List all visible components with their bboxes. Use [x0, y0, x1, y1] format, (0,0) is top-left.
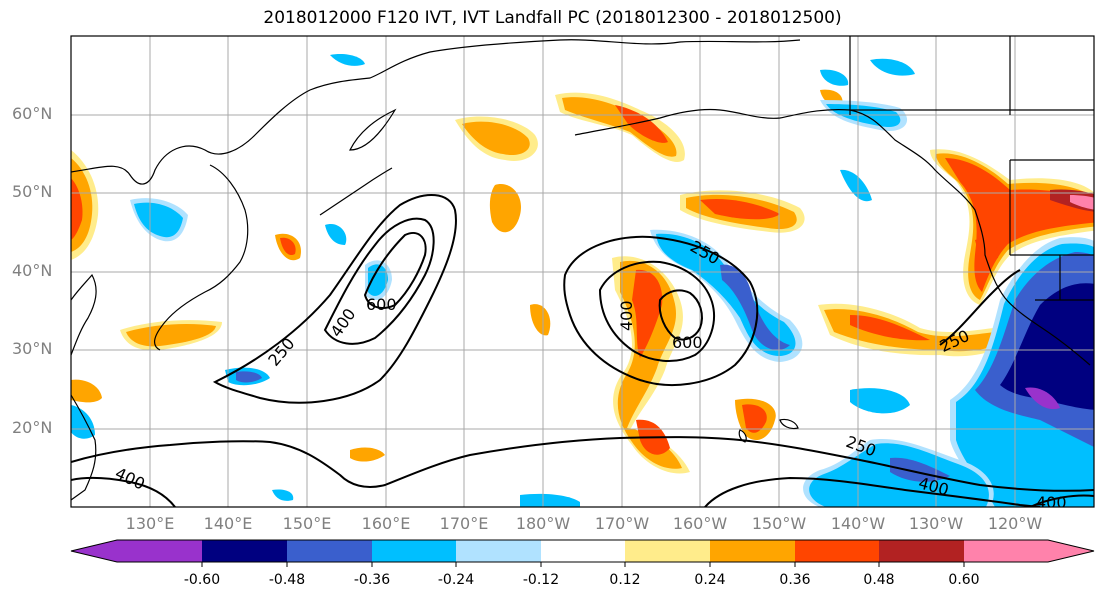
coastlines	[71, 36, 1094, 501]
colorbar-outline	[70, 539, 1095, 563]
colorbar-swatch	[202, 540, 287, 562]
contour-label: 400	[112, 464, 148, 494]
colorbar-tick-label: -0.12	[522, 572, 560, 588]
colorbar-swatch	[879, 540, 964, 562]
colorbar	[70, 539, 1095, 567]
lat-label-40n: 40°N	[12, 261, 53, 280]
contour-label: 400	[326, 305, 359, 341]
colorbar-tick-label: -0.36	[353, 572, 391, 588]
lon-label-150e: 150°E	[282, 514, 332, 533]
contour-label: 250	[264, 334, 298, 370]
colorbar-tick-label: 0.60	[948, 572, 980, 588]
colorbar-tick-label: -0.60	[183, 572, 221, 588]
ivt-contours	[71, 193, 1094, 507]
colorbar-tick-label: 0.24	[694, 572, 726, 588]
lon-label-130e: 130°E	[125, 514, 175, 533]
colorbar-swatch	[964, 540, 1094, 562]
lat-label-50n: 50°N	[12, 182, 53, 201]
map-title: 2018012000 F120 IVT, IVT Landfall PC (20…	[263, 8, 842, 28]
map-plot-area: 250 400 600 400 250 600 250 400 250 400 …	[71, 36, 1094, 512]
contour-label: 600	[366, 295, 397, 314]
colorbar-swatch	[541, 540, 625, 562]
colorbar-tick-label: -0.48	[268, 572, 306, 588]
colorbar-swatch	[710, 540, 795, 562]
lon-label-130w: 130°W	[908, 514, 964, 533]
lon-label-170e: 170°E	[439, 514, 489, 533]
map-gridlines	[71, 36, 1094, 507]
lon-label-140w: 140°W	[830, 514, 886, 533]
lat-label-20n: 20°N	[12, 418, 53, 437]
contour-label: 600	[672, 333, 703, 352]
colorbar-tick-label: 0.36	[779, 572, 811, 588]
map-frame	[70, 35, 1095, 508]
colorbar-tick-label: 0.48	[863, 572, 895, 588]
lon-label-140e: 140°E	[203, 514, 253, 533]
lon-label-180w: 180°W	[515, 514, 571, 533]
colorbar-swatch	[287, 540, 372, 562]
colorbar-swatch	[372, 540, 456, 562]
colorbar-ticks	[201, 562, 965, 567]
colorbar-tick-label: 0.12	[609, 572, 641, 588]
lon-label-160w: 160°W	[672, 514, 728, 533]
colorbar-swatch	[71, 540, 202, 562]
lon-label-160e: 160°E	[361, 514, 411, 533]
lat-label-60n: 60°N	[12, 104, 53, 123]
lon-label-120w: 120°W	[987, 514, 1043, 533]
lat-label-30n: 30°N	[12, 339, 53, 358]
contour-label: 400	[617, 300, 636, 331]
colorbar-swatch	[795, 540, 879, 562]
lon-label-150w: 150°W	[751, 514, 807, 533]
colorbar-swatch	[625, 540, 710, 562]
positive-pc-shading	[71, 89, 1094, 474]
lon-label-170w: 170°W	[594, 514, 650, 533]
contour-label: 400	[1036, 493, 1067, 512]
colorbar-swatch	[456, 540, 541, 562]
colorbar-tick-label: -0.24	[437, 572, 475, 588]
